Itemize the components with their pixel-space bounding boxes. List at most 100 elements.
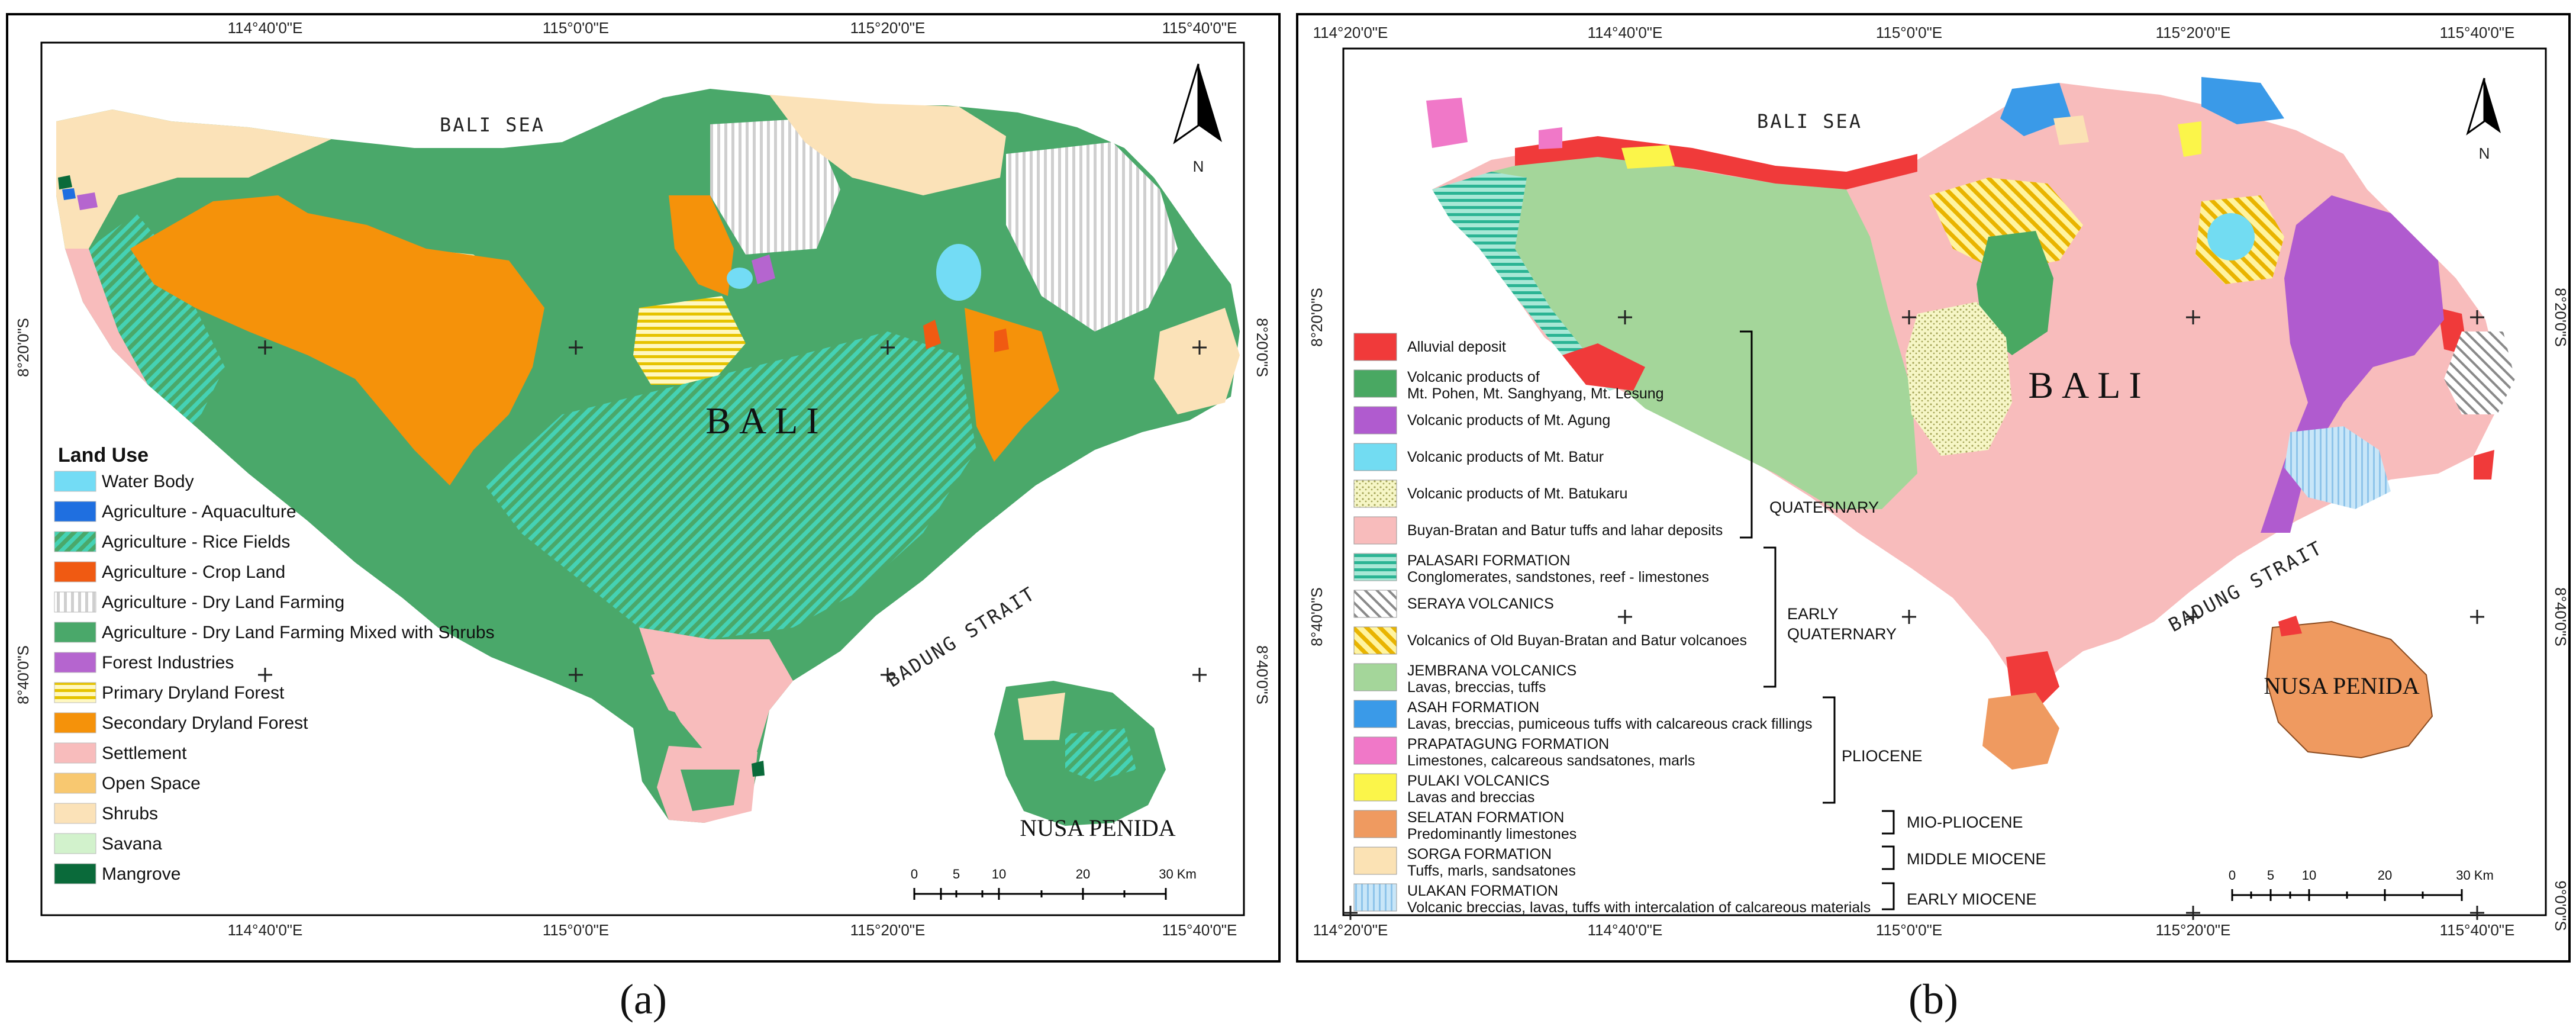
age-early-miocene: EARLY MIOCENE [1907, 890, 2037, 908]
water-body-batur [936, 244, 981, 301]
legend-b-swatch-9 [1353, 663, 1397, 691]
age-mio-pliocene: MIO-PLIOCENE [1907, 813, 2023, 831]
legend-b-swatch-10 [1353, 700, 1397, 728]
age-quaternary: QUATERNARY [1769, 498, 1879, 516]
panel-a-legend: Land Use Water Body Agriculture - Aquacul… [54, 444, 495, 884]
western-shrubs [56, 110, 331, 249]
age-early-quaternary-2: QUATERNARY [1787, 625, 1897, 643]
legend-b-swatch-14 [1353, 847, 1397, 875]
legend-b-desc-9: Lavas, breccias, tuffs [1407, 679, 1546, 696]
legend-a-swatch-0 [54, 471, 96, 492]
coord-top-3: 115°20'0"E [850, 19, 926, 37]
panel-b-scale-bar: 0 5 10 20 30 Km [2229, 868, 2494, 901]
legend-b-title-4: Volcanic products of Mt. Batukaru [1407, 485, 1627, 502]
crop-land-patches [923, 320, 1009, 352]
legend-b-title-6: PALASARI FORMATION [1407, 552, 1571, 569]
b-sea-label: BALI SEA [1757, 110, 1862, 133]
mt-pohen-volcanics [1977, 231, 2053, 355]
coord-bottom-1: 114°40'0"E [228, 921, 303, 939]
legend-a-swatch-9 [54, 742, 96, 764]
b-coord-bottom-1: 114°20'0"E [1313, 921, 1388, 939]
legend-b-desc-10: Lavas, breccias, pumiceous tuffs with ca… [1407, 716, 1813, 732]
panel-a-land-use-map [56, 89, 1240, 826]
batur-volcanic-products [2207, 213, 2255, 260]
nusa-penida-rice [1065, 728, 1136, 781]
legend-a-label-9: Settlement [102, 744, 187, 763]
shrubs-north-east [769, 95, 1006, 195]
nusa-penida-geology [2265, 620, 2433, 759]
legend-a-swatch-6 [54, 652, 96, 673]
coord-bottom-2: 115°0'0"E [543, 921, 609, 939]
legend-a-label-2: Agriculture - Rice Fields [102, 532, 290, 552]
nusa-penida-shrubs [1018, 693, 1065, 740]
small-island-label: NUSA PENIDA [1020, 815, 1175, 841]
legend-b-title-15: ULAKAN FORMATION [1407, 883, 1558, 899]
palasari-formation-area [1432, 172, 1645, 391]
legend-a-label-3: Agriculture - Crop Land [102, 562, 285, 582]
legend-b-title-3: Volcanic products of Mt. Batur [1407, 449, 1604, 465]
b-island-label: BALI [2028, 364, 2149, 406]
legend-b-title-5: Buyan-Bratan and Batur tuffs and lahar d… [1407, 522, 1723, 539]
coord-top-4: 115°40'0"E [1162, 19, 1237, 37]
legend-b-swatch-5 [1353, 516, 1397, 545]
b-scale-label-0: 0 [2229, 868, 2236, 883]
legend-b-title-9: JEMBRANA VOLCANICS [1407, 662, 1576, 679]
prapatagung-formation [1426, 98, 1562, 149]
legend-b-title-11: PRAPATAGUNG FORMATION [1407, 736, 1609, 752]
selatan-formation-south [1982, 693, 2059, 770]
legend-a-swatch-8 [54, 712, 96, 733]
legend-b-swatch-4 [1353, 480, 1397, 508]
caption-a: (a) [620, 976, 667, 1023]
legend-b-desc-6: Conglomerates, sandstones, reef - limest… [1407, 569, 1709, 585]
b-coord-right-1: 8°20'0"S [2552, 288, 2569, 347]
old-buyan-bratan-volcanics [1929, 178, 2083, 272]
b-north-label: N [2479, 144, 2490, 162]
coord-right-2: 8°40'0"S [1253, 645, 1271, 704]
legend-title: Land Use [58, 444, 149, 466]
sea-label: BALI SEA [440, 114, 545, 136]
legend-a-swatch-11 [54, 803, 96, 824]
legend-b-title-1: Volcanic products of [1407, 369, 1540, 385]
b-coord-right-3: 9°0'0"S [2552, 880, 2569, 931]
legend-b-title-7: SERAYA VOLCANICS [1407, 596, 1554, 612]
jembrana-volcanics-area [1491, 154, 1917, 509]
legend-a-label-5: Agriculture - Dry Land Farming Mixed wit… [102, 623, 495, 642]
secondary-forest-east [965, 308, 1059, 462]
alluvial-north-coast [1515, 136, 1917, 189]
legend-a-swatch-5 [54, 622, 96, 643]
legend-b-swatch-6 [1353, 553, 1397, 581]
b-coord-top-4: 115°20'0"E [2156, 24, 2231, 41]
dry-farming-east [1006, 142, 1178, 332]
coord-bottom-4: 115°40'0"E [1162, 921, 1237, 939]
coord-left-1: 8°20'0"S [14, 318, 32, 377]
legend-b-swatch-7 [1353, 590, 1397, 618]
panel-b: 114°20'0"E 114°40'0"E 115°0'0"E 115°20'0… [1296, 13, 2571, 1023]
legend-b-title-0: Alluvial deposit [1407, 339, 1506, 355]
sorga-formation [2053, 115, 2089, 145]
legend-b-title-10: ASAH FORMATION [1407, 699, 1539, 716]
water-body-lake-west [727, 268, 753, 289]
shrubs-east-tip [1154, 308, 1240, 414]
legend-b-desc-12: Lavas and breccias [1407, 789, 1534, 806]
coord-top-1: 114°40'0"E [228, 19, 303, 37]
legend-a-swatch-1 [54, 501, 96, 522]
legend-a-label-10: Open Space [102, 774, 201, 793]
settlement-coast [651, 663, 740, 722]
b-small-island-label: NUSA PENIDA [2264, 672, 2419, 699]
legend-b-title-12: PULAKI VOLCANICS [1407, 773, 1549, 789]
western-settlement [65, 249, 148, 385]
scale-label-5: 5 [953, 867, 960, 881]
b-coord-left-2: 8°40'0"S [1308, 587, 1326, 646]
batukaru-volcanic-products [1906, 302, 2012, 456]
scale-label-20: 20 [1076, 867, 1090, 881]
aquaculture-patches [62, 188, 76, 200]
b-coord-left-1: 8°20'0"S [1308, 288, 1326, 347]
legend-a-label-12: Savana [102, 834, 162, 854]
legend-a-swatch-13 [54, 863, 96, 884]
b-coord-top-2: 114°40'0"E [1588, 24, 1663, 41]
age-brackets [1740, 330, 1895, 910]
age-early-quaternary-1: EARLY [1787, 605, 1839, 623]
legend-b-desc-13: Predominantly limestones [1407, 826, 1576, 842]
legend-a-label-13: Mangrove [102, 864, 180, 884]
b-coord-bottom-4: 115°20'0"E [2156, 921, 2231, 939]
